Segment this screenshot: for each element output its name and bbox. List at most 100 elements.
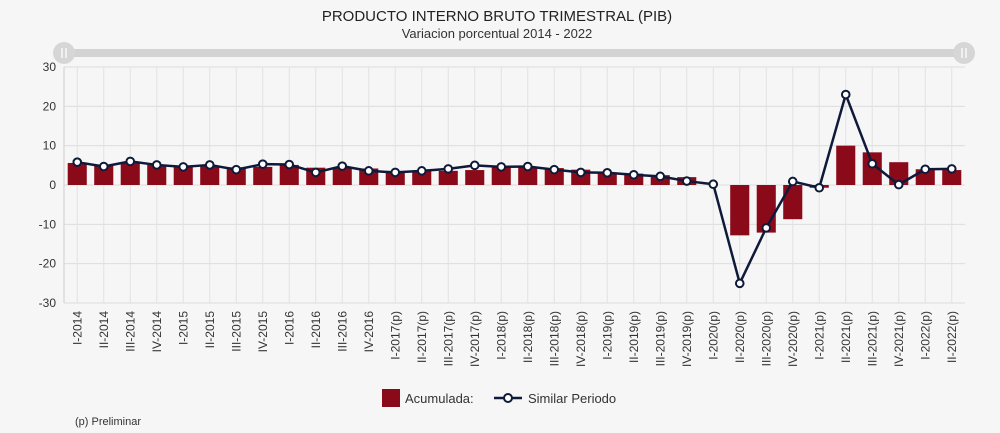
range-navigator[interactable]	[53, 42, 975, 64]
chart-subtitle: Variacion porcentual 2014 - 2022	[402, 26, 593, 41]
x-tick-label: IV-2015	[256, 311, 270, 353]
range-handle-left[interactable]	[53, 42, 75, 64]
point-similar-periodo-IV-2016[interactable]	[363, 166, 374, 176]
x-tick-label: IV-2020(p)	[786, 311, 800, 367]
bar-acumulada-II-2018(p)[interactable]	[518, 166, 538, 185]
bar-acumulada-I-2019(p)[interactable]	[597, 172, 617, 185]
point-similar-periodo-IV-2019(p)[interactable]	[681, 176, 692, 186]
x-tick-label: IV-2018(p)	[574, 311, 588, 367]
x-tick-label: II-2019(p)	[627, 311, 641, 363]
point-similar-periodo-I-2014[interactable]	[72, 157, 83, 167]
line-similar-periodo	[77, 93, 952, 285]
x-tick-label: II-2020(p)	[733, 311, 747, 363]
point-similar-periodo-IV-2014[interactable]	[151, 160, 162, 170]
point-similar-periodo-II-2018(p)[interactable]	[522, 161, 533, 172]
bar-acumulada-II-2021(p)[interactable]	[836, 145, 856, 185]
point-similar-periodo-I-2022(p)[interactable]	[920, 164, 931, 175]
point-similar-periodo-IV-2021(p)[interactable]	[893, 179, 904, 190]
bar-acumulada-III-2015[interactable]	[226, 167, 246, 185]
point-similar-periodo-I-2019(p)[interactable]	[602, 168, 613, 178]
x-tick-label: I-2018(p)	[494, 311, 508, 360]
x-tick-label: II-2014	[97, 311, 111, 349]
bar-acumulada-I-2015[interactable]	[173, 166, 193, 185]
bar-acumulada-IV-2020(p)[interactable]	[783, 185, 803, 220]
bar-acumulada-III-2021(p)[interactable]	[862, 152, 882, 185]
point-similar-periodo-I-2015[interactable]	[178, 162, 189, 172]
point-similar-periodo-II-2020(p)[interactable]	[734, 278, 745, 289]
point-similar-periodo-III-2021(p)[interactable]	[867, 158, 878, 169]
bar-acumulada-I-2018(p)[interactable]	[491, 166, 511, 185]
x-tick-label: II-2015	[203, 311, 217, 349]
bar-acumulada-I-2014[interactable]	[67, 162, 87, 185]
point-similar-periodo-II-2016[interactable]	[310, 167, 321, 178]
point-similar-periodo-I-2021(p)[interactable]	[814, 182, 825, 193]
point-similar-periodo-III-2020(p)[interactable]	[761, 223, 772, 233]
bar-acumulada-III-2016[interactable]	[332, 167, 352, 185]
x-tick-label: III-2021(p)	[865, 311, 879, 366]
point-similar-periodo-III-2016[interactable]	[337, 161, 348, 171]
x-tick-label: I-2015	[176, 311, 190, 345]
bar-acumulada-II-2022(p)[interactable]	[942, 170, 962, 185]
point-similar-periodo-II-2021(p)[interactable]	[840, 89, 851, 100]
point-similar-periodo-IV-2020(p)[interactable]	[787, 176, 798, 187]
bar-acumulada-II-2015[interactable]	[200, 166, 220, 185]
point-similar-periodo-II-2022(p)[interactable]	[946, 164, 957, 174]
point-similar-periodo-I-2017(p)[interactable]	[390, 167, 401, 178]
x-tick-label: I-2022(p)	[918, 311, 932, 360]
bar-acumulada-IV-2017(p)[interactable]	[465, 170, 485, 185]
point-similar-periodo-I-2016[interactable]	[284, 159, 295, 170]
point-similar-periodo-I-2018(p)[interactable]	[496, 162, 507, 172]
point-similar-periodo-II-2017(p)[interactable]	[416, 166, 427, 176]
point-similar-periodo-IV-2018(p)[interactable]	[575, 167, 586, 178]
bar-acumulada-I-2017(p)[interactable]	[385, 172, 405, 185]
point-similar-periodo-I-2020(p)[interactable]	[708, 179, 719, 190]
x-tick-label: II-2021(p)	[839, 311, 853, 363]
x-tick-label: III-2017(p)	[441, 311, 455, 366]
bar-acumulada-II-2017(p)[interactable]	[412, 170, 432, 185]
bar-acumulada-II-2014[interactable]	[94, 164, 114, 185]
footnote: (p) Preliminar	[75, 416, 141, 428]
range-handle-right[interactable]	[953, 42, 975, 64]
bar-acumulada-IV-2014[interactable]	[147, 164, 167, 185]
x-tick-label: I-2014	[70, 311, 84, 345]
point-similar-periodo-III-2018(p)[interactable]	[549, 164, 560, 175]
x-tick-label: IV-2016	[362, 311, 376, 353]
bar-acumulada-I-2016[interactable]	[279, 164, 299, 185]
point-similar-periodo-III-2017(p)[interactable]	[443, 164, 454, 174]
x-tick-label: IV-2019(p)	[680, 311, 694, 367]
bar-acumulada-III-2014[interactable]	[120, 162, 140, 185]
legend-marker-similar-periodo	[503, 393, 513, 403]
point-similar-periodo-II-2015[interactable]	[204, 160, 215, 170]
legend-label-similar-periodo: Similar Periodo	[528, 391, 616, 406]
point-similar-periodo-II-2019(p)[interactable]	[628, 169, 639, 180]
x-tick-label: III-2018(p)	[547, 311, 561, 366]
point-similar-periodo-IV-2015[interactable]	[257, 159, 268, 169]
bar-acumulada-III-2018(p)[interactable]	[544, 168, 564, 185]
point-similar-periodo-III-2014[interactable]	[125, 156, 136, 167]
legend-item-similar-periodo[interactable]: Similar Periodo	[494, 391, 616, 406]
y-tick-label: -10	[39, 217, 57, 231]
x-tick-label: II-2018(p)	[521, 311, 535, 363]
bar-acumulada-IV-2015[interactable]	[253, 166, 273, 185]
y-tick-label: -30	[39, 296, 57, 310]
range-track[interactable]	[64, 49, 964, 57]
x-tick-label: IV-2021(p)	[892, 311, 906, 367]
bar-acumulada-IV-2016[interactable]	[359, 168, 379, 185]
point-similar-periodo-II-2014[interactable]	[98, 161, 109, 172]
bar-acumulada-III-2017(p)[interactable]	[438, 170, 458, 185]
x-tick-label: I-2019(p)	[600, 311, 614, 360]
x-tick-label: III-2014	[123, 311, 137, 352]
x-tick-label: II-2016	[309, 311, 323, 349]
point-similar-periodo-IV-2017(p)[interactable]	[469, 160, 480, 171]
bar-acumulada-II-2020(p)[interactable]	[730, 185, 750, 236]
point-similar-periodo-III-2019(p)[interactable]	[655, 171, 666, 182]
point-similar-periodo-III-2015[interactable]	[231, 164, 242, 175]
x-tick-label: I-2016	[282, 311, 296, 345]
legend-item-acumulada[interactable]: Acumulada:	[382, 389, 474, 407]
x-tick-label: I-2021(p)	[812, 311, 826, 360]
legend[interactable]: Acumulada: Similar Periodo	[382, 389, 616, 407]
x-tick-label: IV-2017(p)	[468, 311, 482, 367]
legend-swatch-acumulada	[382, 389, 400, 407]
y-tick-label: -20	[39, 257, 57, 271]
